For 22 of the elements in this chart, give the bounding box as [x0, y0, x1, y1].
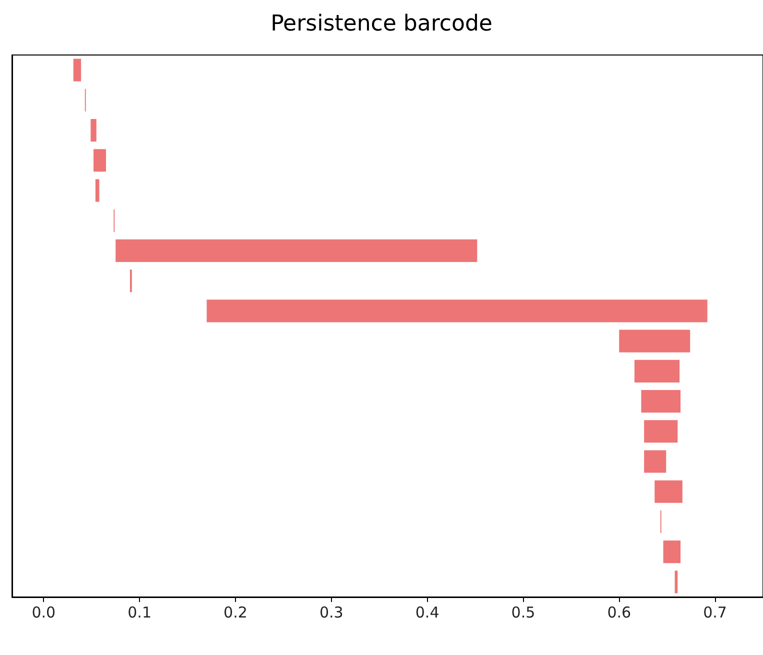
- bar: [663, 540, 681, 564]
- x-tick-label: 0.6: [607, 604, 632, 622]
- bar: [95, 179, 100, 202]
- x-tick-label: 0.7: [703, 604, 727, 622]
- bar: [641, 390, 681, 413]
- bar: [94, 149, 106, 172]
- bar: [116, 239, 478, 262]
- x-tick-label: 0.2: [224, 604, 248, 622]
- x-tick-label: 0.4: [415, 604, 440, 622]
- x-tick-label: 0.0: [32, 604, 56, 622]
- x-tick-label: 0.3: [319, 604, 344, 622]
- bar: [654, 480, 682, 503]
- x-tick-label: 0.5: [511, 604, 536, 622]
- chart-title: Persistence barcode: [270, 12, 492, 36]
- bar: [619, 330, 690, 352]
- bar: [634, 360, 680, 382]
- bar: [644, 450, 666, 473]
- bar: [644, 420, 678, 443]
- bar: [206, 300, 708, 322]
- x-tick-label: 0.1: [128, 604, 152, 622]
- bar: [73, 58, 82, 82]
- bar: [90, 118, 96, 142]
